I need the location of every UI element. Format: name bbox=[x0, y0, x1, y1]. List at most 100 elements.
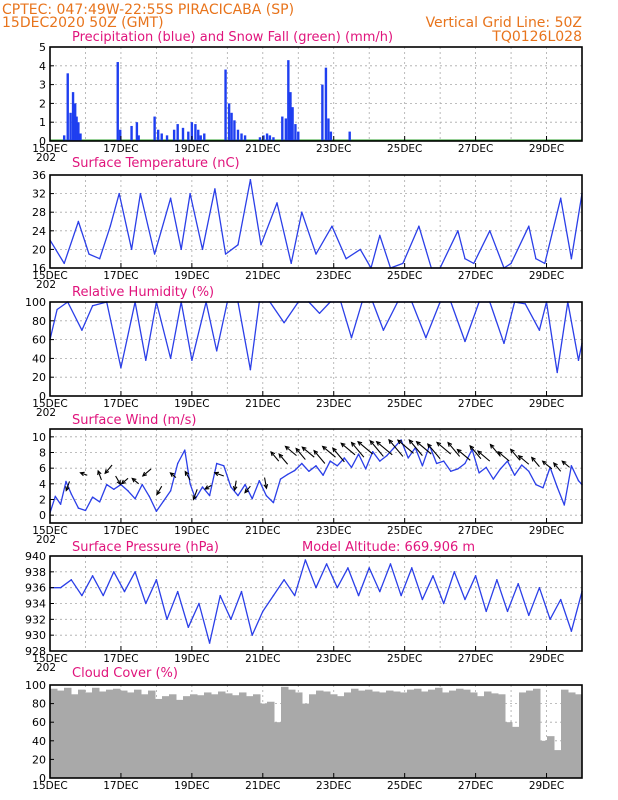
wind-point bbox=[272, 501, 275, 504]
cloud-bar bbox=[365, 689, 373, 778]
wind-arrow bbox=[541, 460, 553, 470]
precip-bar bbox=[272, 137, 275, 141]
wind-arrow bbox=[192, 489, 198, 501]
pressure-point bbox=[81, 594, 83, 597]
wind-point bbox=[379, 460, 381, 462]
precip-bar bbox=[77, 122, 80, 141]
wind-point bbox=[244, 483, 246, 486]
wind-point bbox=[435, 462, 438, 465]
precip-xtick-label: 21DEC bbox=[245, 143, 280, 155]
pressure-point bbox=[230, 618, 232, 621]
humidity-ytick-label: 0 bbox=[39, 390, 46, 403]
wind-arrow bbox=[456, 448, 471, 461]
pressure-point bbox=[411, 567, 413, 569]
temperature-xtick-label: 23DEC bbox=[316, 270, 351, 282]
temperature-series-line bbox=[49, 179, 583, 269]
precip-bar bbox=[321, 84, 324, 141]
cloud-bar bbox=[85, 692, 93, 778]
precip-bar bbox=[227, 103, 231, 141]
temperature-frame bbox=[49, 174, 583, 269]
wind-point bbox=[223, 465, 225, 467]
humidity-xtick-label: 21DEC bbox=[245, 398, 280, 410]
cloud-bar bbox=[190, 694, 198, 778]
wind-point bbox=[155, 510, 158, 512]
wind-arrow bbox=[313, 449, 326, 464]
temperature-ytick-label: 32 bbox=[32, 188, 46, 201]
wind-arrow-head bbox=[79, 471, 85, 477]
pressure-point bbox=[272, 594, 275, 597]
precip-bar bbox=[135, 122, 139, 141]
temperature-xtick-label: 21DEC bbox=[245, 270, 280, 282]
wind-point bbox=[169, 490, 172, 492]
wind-point bbox=[364, 468, 367, 470]
pressure-point bbox=[315, 586, 317, 589]
pressure-point bbox=[325, 563, 328, 565]
wind-xtick-label: 23DEC bbox=[316, 525, 351, 537]
humidity-ytick-label: 60 bbox=[32, 334, 46, 347]
header-line2-left: 15DEC2020 50Z (GMT) bbox=[2, 15, 164, 31]
cloud-bar bbox=[246, 696, 254, 778]
pressure-point bbox=[453, 571, 456, 573]
temperature-point bbox=[570, 258, 573, 260]
wind-arrow bbox=[184, 470, 191, 481]
wind-arrow bbox=[517, 454, 530, 465]
wind-ytick-label: 6 bbox=[39, 462, 46, 475]
wind-arrow bbox=[301, 446, 315, 458]
wind-point bbox=[201, 486, 204, 488]
cloud-bar bbox=[120, 690, 128, 778]
humidity-xtick-label: 27DEC bbox=[458, 398, 493, 410]
wind-arrow bbox=[270, 450, 280, 462]
wind-arrow-head bbox=[517, 454, 523, 460]
precip-bar bbox=[73, 103, 77, 141]
temperature-title: Surface Temperature (nC) bbox=[72, 156, 240, 171]
pressure-xtick-label: 25DEC bbox=[387, 653, 422, 665]
wind-arrow bbox=[357, 440, 374, 455]
wind-point bbox=[184, 449, 186, 451]
wind-point bbox=[162, 500, 165, 502]
temperature-point bbox=[260, 244, 262, 246]
wind-arrow-shaft bbox=[301, 446, 315, 458]
wind-point bbox=[442, 460, 445, 462]
precip-xtick-label: 23DEC bbox=[316, 143, 351, 155]
precip-bar bbox=[153, 116, 156, 141]
cloud-bar bbox=[176, 699, 184, 778]
wind-arrow bbox=[489, 443, 501, 457]
cloud-bar bbox=[505, 722, 513, 778]
temperature-point bbox=[544, 262, 546, 265]
wind-arrow-head bbox=[244, 488, 250, 494]
wind-arrow-head bbox=[116, 480, 122, 486]
cloud-bar bbox=[561, 689, 569, 778]
temperature-point bbox=[345, 258, 347, 260]
humidity-point bbox=[556, 371, 558, 374]
precip-bar bbox=[194, 124, 197, 141]
precip-bar bbox=[190, 122, 194, 141]
cloud-frame bbox=[49, 684, 583, 779]
wind-point bbox=[499, 468, 502, 470]
humidity-ytick-label: 20 bbox=[32, 371, 46, 384]
precip-bar bbox=[289, 92, 292, 141]
wind-arrow-shaft bbox=[97, 470, 102, 481]
wind-arrow-head bbox=[561, 460, 567, 466]
wind-point bbox=[457, 468, 459, 470]
wind-point bbox=[301, 462, 303, 465]
wind-point bbox=[77, 507, 80, 509]
cloud-bar bbox=[183, 696, 191, 778]
wind-point bbox=[386, 454, 388, 457]
wind-point bbox=[400, 439, 402, 441]
cloud-bar bbox=[64, 687, 72, 778]
wind-arrow-head bbox=[357, 440, 363, 446]
wind-arrow-head bbox=[497, 451, 503, 456]
wind-arrow-shaft bbox=[397, 439, 414, 454]
pressure-point bbox=[389, 563, 392, 565]
wind-arrow bbox=[232, 480, 238, 492]
header-line2-right: Vertical Grid Line: 50Z bbox=[426, 15, 582, 31]
temperature-xtick-label: 15DEC bbox=[32, 270, 67, 282]
wind-arrow-shaft bbox=[457, 449, 471, 461]
humidity-point bbox=[215, 350, 218, 352]
pressure-point bbox=[102, 594, 104, 597]
precip-bar bbox=[243, 135, 247, 141]
pressure-xtick-label: 29DEC bbox=[529, 653, 564, 665]
temperature-point bbox=[535, 258, 537, 260]
wind-arrow-head bbox=[65, 486, 70, 492]
